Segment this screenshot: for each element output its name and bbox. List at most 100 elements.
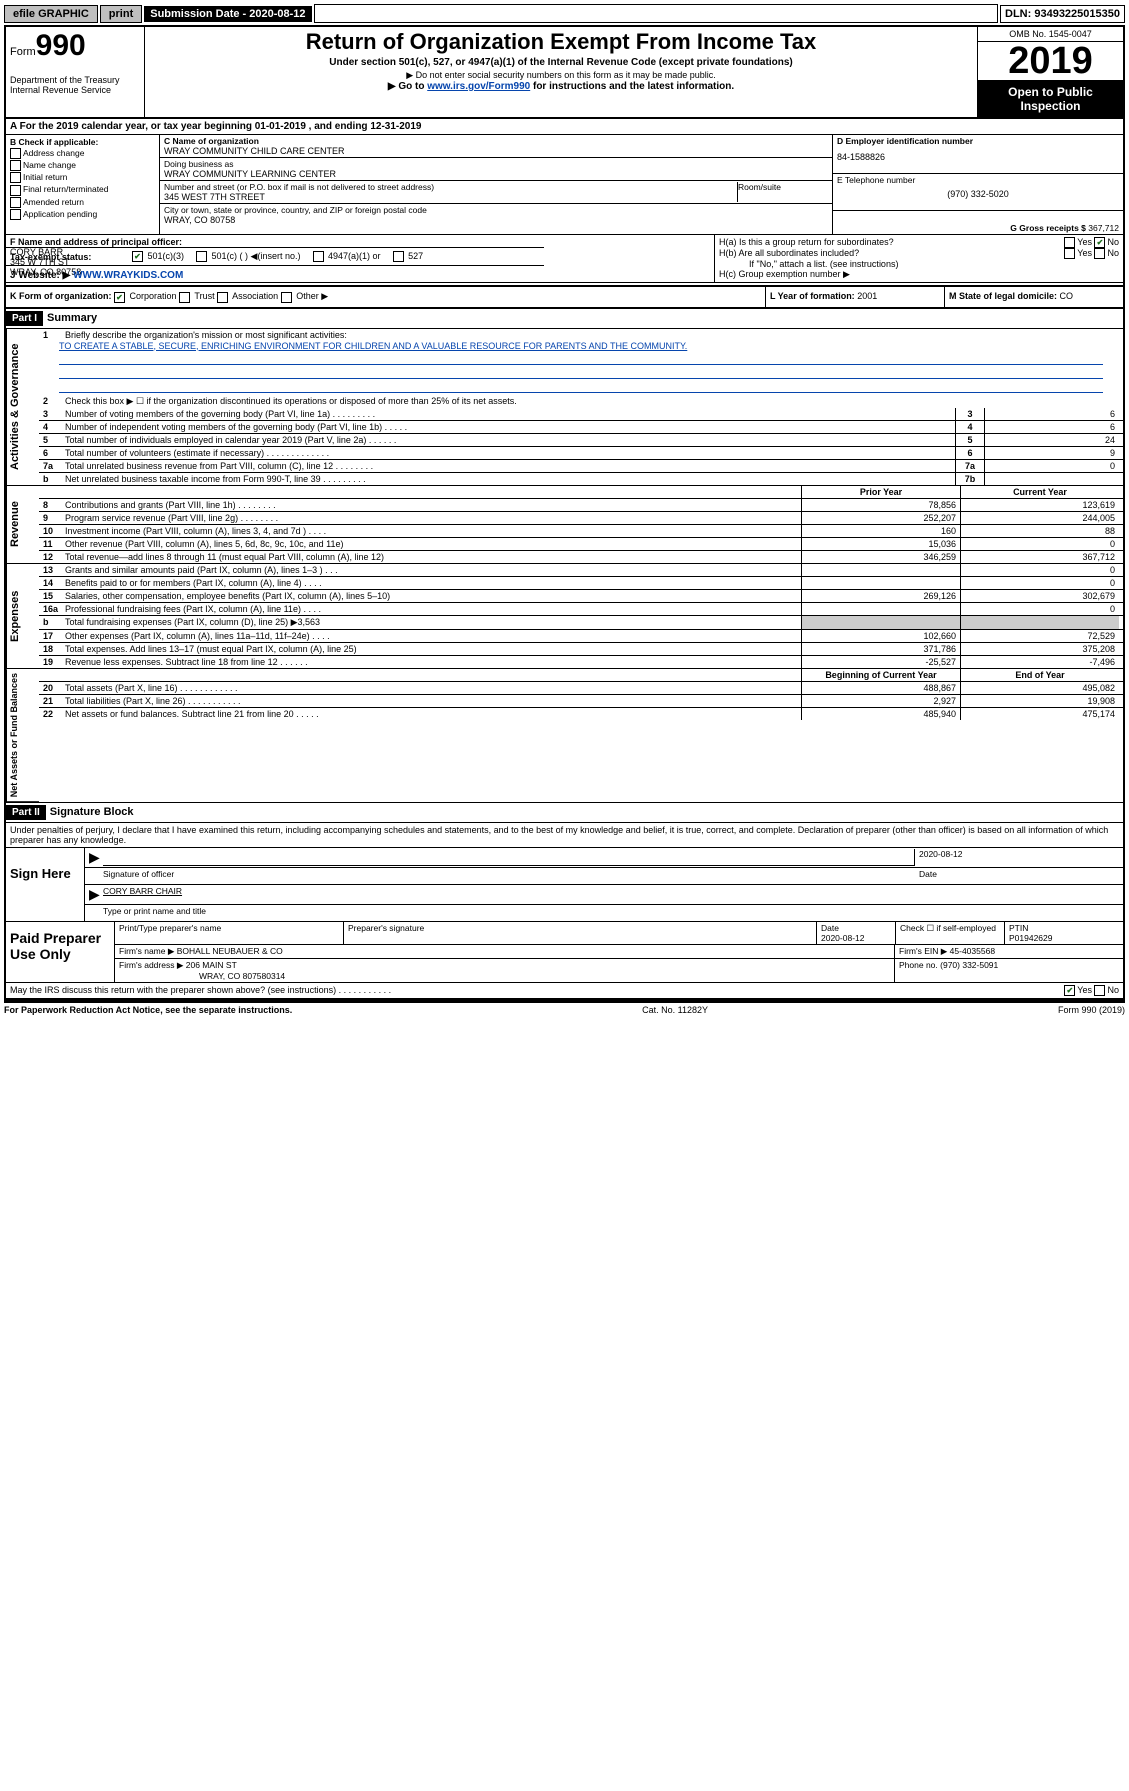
- line13: Grants and similar amounts paid (Part IX…: [65, 565, 801, 575]
- line19: Revenue less expenses. Subtract line 18 …: [65, 657, 801, 667]
- dba-label: Doing business as: [164, 159, 828, 169]
- preparer-section: Paid Preparer Use Only Print/Type prepar…: [6, 922, 1123, 982]
- hb-no[interactable]: [1094, 248, 1105, 259]
- prep-date: 2020-08-12: [821, 933, 864, 943]
- cb-name[interactable]: [10, 160, 21, 171]
- ein-label: D Employer identification number: [837, 136, 1119, 146]
- ha-yes[interactable]: [1064, 237, 1075, 248]
- line21-cy: 19,908: [960, 695, 1119, 707]
- cb-trust[interactable]: [179, 292, 190, 303]
- website-link[interactable]: WWW.WRAYKIDS.COM: [73, 270, 183, 281]
- b-header: B Check if applicable:: [10, 137, 155, 147]
- gross-receipts-label: G Gross receipts $: [1010, 223, 1086, 233]
- eoy-hdr: End of Year: [960, 669, 1119, 681]
- line7b: Net unrelated business taxable income fr…: [65, 474, 955, 484]
- summary-netassets: Net Assets or Fund Balances Beginning of…: [6, 669, 1123, 802]
- line6-val: 9: [985, 448, 1119, 458]
- firm-phone: (970) 332-5091: [940, 960, 998, 970]
- cb-501c[interactable]: [196, 251, 207, 262]
- discuss-no[interactable]: [1094, 985, 1105, 996]
- officer-sig-name: CORY BARR CHAIR: [103, 886, 1119, 903]
- tax-year: 2019: [978, 42, 1123, 81]
- cb-501c3[interactable]: [132, 251, 143, 262]
- line8-cy: 123,619: [960, 499, 1119, 511]
- signature-section: Sign Here ▶2020-08-12 Signature of offic…: [6, 847, 1123, 922]
- line9-cy: 244,005: [960, 512, 1119, 524]
- gross-receipts: 367,712: [1088, 223, 1119, 233]
- ein: 84-1588826: [837, 152, 1119, 162]
- cb-527[interactable]: [393, 251, 404, 262]
- org-name: WRAY COMMUNITY CHILD CARE CENTER: [164, 146, 828, 156]
- ha-no[interactable]: [1094, 237, 1105, 248]
- pra-notice: For Paperwork Reduction Act Notice, see …: [4, 1005, 292, 1015]
- sidebar-revenue: Revenue: [6, 486, 39, 564]
- firm-phone-label: Phone no.: [899, 960, 938, 970]
- line5: Total number of individuals employed in …: [65, 435, 955, 445]
- line19-py: -25,527: [801, 656, 960, 668]
- officer-label: F Name and address of principal officer:: [10, 237, 710, 247]
- line15: Salaries, other compensation, employee b…: [65, 591, 801, 601]
- line16a-cy: 0: [960, 603, 1119, 615]
- row-klm: K Form of organization: Corporation Trus…: [6, 287, 1123, 308]
- section-bcd: B Check if applicable: Address change Na…: [6, 135, 1123, 235]
- line11-cy: 0: [960, 538, 1119, 550]
- line22-cy: 475,174: [960, 708, 1119, 720]
- line14: Benefits paid to or for members (Part IX…: [65, 578, 801, 588]
- prior-year-hdr: Prior Year: [801, 486, 960, 498]
- col-d-right: D Employer identification number 84-1588…: [832, 135, 1123, 234]
- year-formation-label: L Year of formation:: [770, 291, 855, 301]
- irs-link[interactable]: www.irs.gov/Form990: [427, 81, 530, 92]
- open-public: Open to Public Inspection: [978, 81, 1123, 117]
- sidebar-governance: Activities & Governance: [6, 329, 39, 486]
- phone-label: E Telephone number: [837, 175, 1119, 185]
- cb-initial[interactable]: [10, 172, 21, 183]
- line7a-val: 0: [985, 461, 1119, 471]
- firm-addr-label: Firm's address ▶: [119, 960, 183, 970]
- cb-amended[interactable]: [10, 197, 21, 208]
- sign-here-label: Sign Here: [6, 848, 85, 921]
- line15-py: 269,126: [801, 590, 960, 602]
- street-address: 345 WEST 7TH STREET: [164, 192, 737, 202]
- line17-py: 102,660: [801, 630, 960, 642]
- mission-text: TO CREATE A STABLE, SECURE, ENRICHING EN…: [59, 341, 1103, 351]
- efile-btn[interactable]: efile GRAPHIC: [4, 5, 98, 23]
- col-c-org: C Name of organization WRAY COMMUNITY CH…: [160, 135, 832, 234]
- firm-name-label: Firm's name ▶: [119, 946, 174, 956]
- line8: Contributions and grants (Part VIII, lin…: [65, 500, 801, 510]
- cb-other[interactable]: [281, 292, 292, 303]
- cat-no: Cat. No. 11282Y: [642, 1005, 708, 1015]
- officer-name-label: Type or print name and title: [103, 906, 206, 920]
- part2-header: Part IISignature Block: [6, 802, 1123, 823]
- line21: Total liabilities (Part X, line 26) . . …: [65, 696, 801, 706]
- line15-cy: 302,679: [960, 590, 1119, 602]
- sig-date-label: Date: [915, 869, 1119, 883]
- hb-yes[interactable]: [1064, 248, 1075, 259]
- line7b-val: [985, 474, 1119, 484]
- cb-address[interactable]: [10, 148, 21, 159]
- ptin: P01942629: [1009, 933, 1053, 943]
- cb-assoc[interactable]: [217, 292, 228, 303]
- footer: For Paperwork Reduction Act Notice, see …: [4, 1001, 1125, 1017]
- form-ref: Form 990 (2019): [1058, 1005, 1125, 1015]
- discuss-yes[interactable]: [1064, 985, 1075, 996]
- hb-note: If "No," attach a list. (see instruction…: [719, 259, 1119, 269]
- prep-name-label: Print/Type preparer's name: [115, 922, 344, 944]
- current-year-hdr: Current Year: [960, 486, 1119, 498]
- cb-corp[interactable]: [114, 292, 125, 303]
- cb-final[interactable]: [10, 185, 21, 196]
- part1-header: Part ISummary: [6, 309, 1123, 329]
- dln: DLN: 93493225015350: [1000, 5, 1125, 23]
- cb-application[interactable]: [10, 209, 21, 220]
- line22: Net assets or fund balances. Subtract li…: [65, 709, 801, 719]
- tax-period: A For the 2019 calendar year, or tax yea…: [6, 119, 1123, 135]
- line4-val: 6: [985, 422, 1119, 432]
- cb-4947[interactable]: [313, 251, 324, 262]
- line3: Number of voting members of the governin…: [65, 409, 955, 419]
- line11: Other revenue (Part VIII, column (A), li…: [65, 539, 801, 549]
- city-state-zip: WRAY, CO 80758: [164, 215, 828, 225]
- form-org-label: K Form of organization:: [10, 291, 112, 301]
- line9: Program service revenue (Part VIII, line…: [65, 513, 801, 523]
- line10: Investment income (Part VIII, column (A)…: [65, 526, 801, 536]
- print-btn[interactable]: print: [100, 5, 142, 23]
- firm-addr1: 206 MAIN ST: [186, 960, 237, 970]
